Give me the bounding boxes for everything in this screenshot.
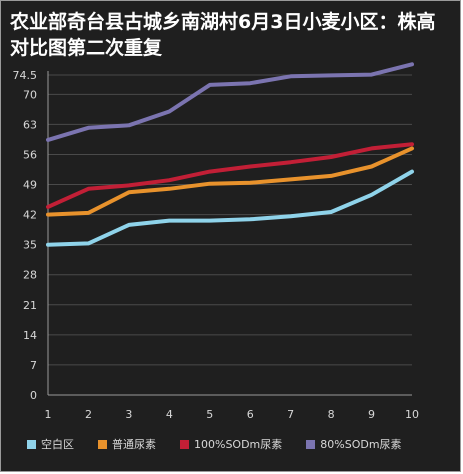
legend-label: 普通尿素 (112, 438, 156, 451)
x-tick-label: 5 (206, 408, 213, 421)
chart-title: 农业部奇台县古城乡南湖村6月3日小麦小区：株高对比图第二次重复 (10, 11, 436, 59)
series-line-4 (46, 62, 414, 142)
legend-item-1: 空白区 (27, 437, 74, 452)
legend: 空白区 普通尿素 100%SODm尿素 80%SODm尿素 (27, 437, 447, 452)
y-tick-label: 74.5 (13, 69, 38, 82)
y-tick-label: 0 (30, 389, 37, 402)
x-tick-label: 7 (287, 408, 294, 421)
y-tick-label: 7 (30, 359, 37, 372)
legend-label: 100%SODm尿素 (194, 438, 283, 451)
x-tick-label: 4 (166, 408, 173, 421)
legend-item-3: 100%SODm尿素 (180, 437, 282, 452)
legend-swatch (306, 440, 316, 449)
x-tick-label: 10 (405, 408, 419, 421)
y-tick-label: 42 (23, 209, 37, 222)
plot-background (48, 71, 412, 395)
legend-swatch (27, 440, 36, 449)
x-tick-label: 6 (247, 408, 254, 421)
legend-item-4: 80%SODm尿素 (306, 437, 402, 452)
series-line-3 (46, 142, 414, 209)
series-line-1 (46, 169, 414, 247)
y-tick-label: 63 (23, 118, 37, 131)
legend-label: 空白区 (41, 438, 74, 451)
x-tick-label: 2 (85, 408, 92, 421)
y-tick-label: 14 (23, 329, 37, 342)
y-tick-label: 56 (23, 148, 37, 161)
y-tick-label: 21 (23, 299, 37, 312)
x-tick-label: 9 (368, 408, 375, 421)
y-tick-label: 49 (23, 179, 37, 192)
x-tick-label: 1 (45, 408, 52, 421)
legend-swatch (98, 440, 107, 449)
x-tick-label: 3 (125, 408, 132, 421)
legend-label: 80%SODm尿素 (320, 438, 402, 451)
legend-swatch (180, 440, 189, 449)
y-tick-label: 70 (23, 88, 37, 101)
x-tick-label: 8 (328, 408, 335, 421)
y-tick-label: 28 (23, 269, 37, 282)
series-line-2 (46, 146, 414, 217)
y-tick-label: 35 (23, 239, 37, 252)
legend-item-2: 普通尿素 (98, 437, 156, 452)
